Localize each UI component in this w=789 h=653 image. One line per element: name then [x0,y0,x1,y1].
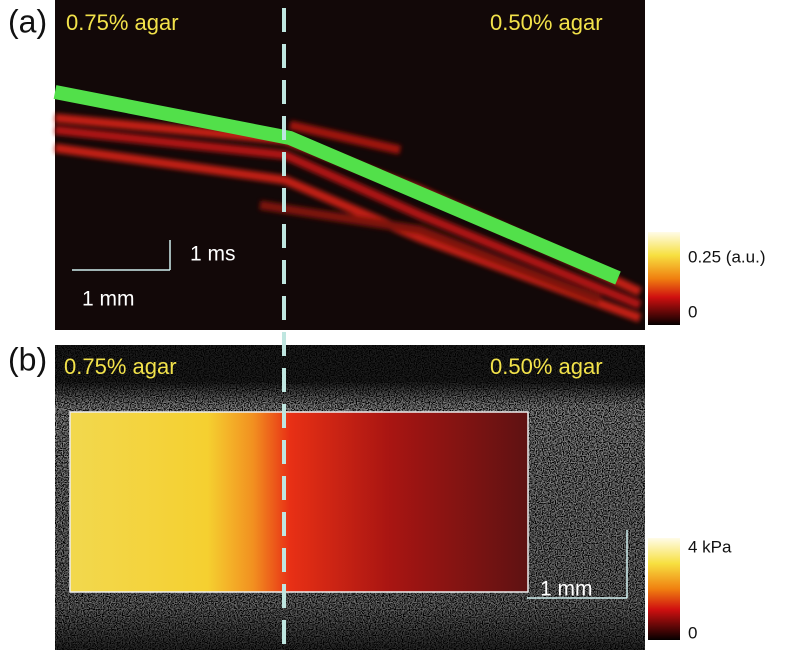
colorbar-label: 4 kPa [688,537,732,556]
region-label: 0.75% agar [66,10,179,35]
scale-label: 1 mm [82,288,135,311]
region-label: 0.50% agar [490,10,603,35]
wave-fit-line [53,85,621,285]
scale-bar [527,530,628,599]
colorbar [648,232,680,325]
colorbar-label: 0.25 (a.u.) [688,247,766,266]
region-label: 0.50% agar [490,354,603,379]
scale-label: 1 ms [190,243,236,266]
scale-label: 1 mm [540,578,593,601]
region-label: 0.75% agar [64,354,177,379]
panel-label: (a) [8,3,47,39]
colorbar-label: 0 [688,302,697,321]
panel-label: (b) [8,341,47,377]
scale-bar [72,240,171,271]
colorbar [648,538,680,640]
elasticity-map [69,411,529,593]
colorbar-label: 0 [688,623,697,642]
